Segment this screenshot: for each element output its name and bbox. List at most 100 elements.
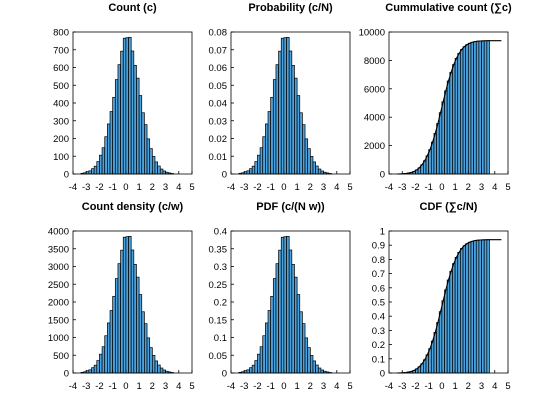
x-tick-label: -3: [240, 381, 248, 392]
bar: [88, 170, 92, 175]
bar: [114, 79, 119, 175]
y-tick-label: 500: [53, 81, 69, 92]
bar: [436, 322, 440, 374]
y-tick-label: 0.15: [209, 315, 228, 326]
bars: [396, 40, 490, 175]
bar: [141, 311, 145, 374]
x-tick-label: 2: [308, 381, 313, 392]
bar: [144, 124, 148, 175]
x-tick-label: 1: [452, 182, 457, 193]
y-tick-label: 300: [53, 116, 69, 127]
y-tick-label: 0.35: [209, 244, 228, 255]
bar: [299, 311, 303, 374]
chart-title: Probability (c/N): [248, 2, 333, 14]
bar: [449, 270, 453, 374]
x-axis: -4 -3 -2 -1 0 1 2 3 4 5: [385, 171, 511, 193]
y-tick-label: 0.9: [372, 241, 385, 252]
bar: [428, 149, 432, 175]
x-tick-label: 0: [123, 182, 128, 193]
y-tick-label: 0.01: [209, 152, 228, 163]
bar: [280, 236, 285, 374]
bar: [296, 95, 301, 175]
chart-title: Count (c): [108, 2, 157, 14]
bar: [475, 239, 480, 374]
bar: [283, 236, 287, 374]
bar: [259, 147, 264, 175]
x-tick-label: 1: [294, 381, 299, 392]
bar: [470, 240, 474, 374]
x-tick-label: -1: [266, 381, 274, 392]
bar: [146, 138, 151, 175]
y-tick-label: 0.4: [214, 227, 227, 238]
y-tick-label: 0.05: [209, 81, 228, 92]
x-tick-label: -2: [95, 182, 103, 193]
bar: [481, 40, 485, 175]
bar: [478, 239, 482, 374]
y-tick-label: 0.5: [372, 298, 385, 309]
bar: [104, 335, 108, 374]
bar: [317, 168, 322, 175]
bar: [128, 36, 132, 175]
y-tick-label: 3000: [48, 262, 69, 273]
y-tick-label: 8000: [364, 56, 385, 67]
x-axis: -4 -3 -2 -1 0 1 2 3 4 5: [227, 370, 353, 392]
x-tick-label: -1: [424, 381, 432, 392]
x-tick-label: 3: [479, 381, 484, 392]
y-axis: 0 0.01 0.02 0.03 0.04 0.05 0.06 0.07 0.08: [209, 28, 234, 181]
bar: [438, 112, 443, 175]
bar: [312, 161, 316, 175]
bar: [122, 37, 127, 175]
bar: [149, 347, 153, 374]
bar: [304, 138, 309, 175]
bar: [128, 235, 132, 374]
bar: [467, 42, 472, 175]
x-tick-label: 1: [136, 381, 141, 392]
x-tick-label: 5: [189, 182, 194, 193]
y-tick-label: 0.7: [372, 269, 385, 280]
y-tick-label: 1500: [48, 315, 69, 326]
bar: [144, 323, 148, 374]
bar: [299, 112, 303, 175]
bar: [433, 132, 437, 175]
y-tick-label: 1000: [48, 333, 69, 344]
bar: [444, 289, 448, 374]
bar: [114, 278, 119, 374]
bar: [452, 64, 456, 175]
bar: [454, 57, 459, 175]
y-tick-label: 0.6: [372, 283, 385, 294]
bar: [291, 65, 295, 175]
bar: [246, 170, 250, 175]
bar: [441, 300, 445, 374]
bar: [249, 168, 253, 175]
x-tick-label: 3: [163, 182, 168, 193]
bar: [159, 168, 164, 175]
y-tick-label: 2500: [48, 280, 69, 291]
bars: [238, 235, 332, 374]
y-tick-label: 800: [53, 28, 69, 39]
x-tick-label: 2: [466, 381, 471, 392]
bar: [259, 346, 264, 374]
bar: [465, 243, 469, 374]
x-tick-label: 4: [176, 182, 181, 193]
x-tick-label: -2: [411, 381, 419, 392]
cumulative-curve: [398, 239, 502, 374]
x-tick-label: -2: [253, 182, 261, 193]
x-tick-label: -3: [398, 381, 406, 392]
x-tick-label: 4: [334, 182, 339, 193]
bar: [486, 40, 490, 175]
bar: [296, 294, 301, 374]
y-tick-label: 0.03: [209, 116, 228, 127]
bar: [267, 111, 272, 175]
bar: [294, 77, 298, 175]
chart-panel-4: -4 -3 -2 -1 0 1 2 3 4 505001000150020002500300035…: [48, 201, 195, 392]
y-tick-label: 0.06: [209, 63, 228, 74]
bar: [278, 249, 282, 374]
x-tick-label: 5: [505, 381, 510, 392]
chart-title: Cummulative count (∑c): [385, 2, 512, 14]
y-tick-label: 700: [53, 45, 69, 56]
bar: [93, 364, 98, 374]
chart-title: Count density (c/w): [82, 201, 184, 213]
bar: [302, 323, 306, 374]
bar: [91, 367, 95, 374]
bar: [452, 263, 456, 374]
